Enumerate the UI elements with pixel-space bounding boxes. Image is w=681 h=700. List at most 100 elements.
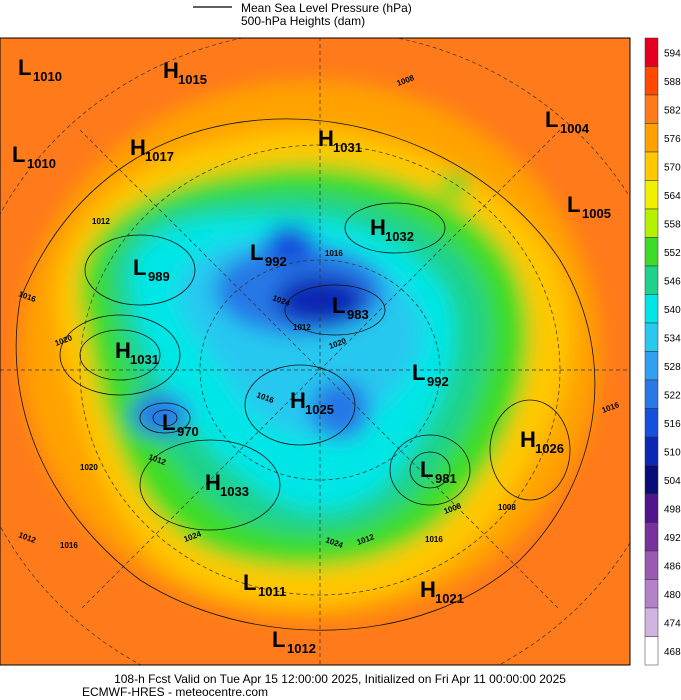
colorbar-label: 480 <box>664 590 681 601</box>
center-pressure: 1026 <box>535 441 564 456</box>
colorbar-box <box>644 294 659 324</box>
colorbar-box <box>644 208 659 238</box>
colorbar-box <box>644 522 659 552</box>
colorbar-box <box>644 579 659 609</box>
center-pressure: 1012 <box>287 641 316 656</box>
center-letter: L <box>18 55 31 80</box>
colorbar-label: 576 <box>664 134 681 145</box>
center-letter: H <box>520 427 536 452</box>
center-pressure: 1005 <box>582 206 611 221</box>
center-pressure: 1011 <box>258 584 286 599</box>
center-pressure: 1004 <box>560 121 590 136</box>
contour-label: 1012 <box>293 323 311 332</box>
center-letter: H <box>115 338 131 363</box>
colorbar-label: 486 <box>664 561 681 572</box>
center-pressure: 1025 <box>305 402 334 417</box>
colorbar-label: 522 <box>664 390 681 401</box>
center-letter: L <box>272 627 285 652</box>
colorbar-box <box>644 550 659 580</box>
center-letter: L <box>133 255 146 280</box>
contour-label: 1008 <box>498 503 516 512</box>
colorbar-label: 528 <box>664 362 681 373</box>
center-pressure: 1021 <box>435 591 464 606</box>
center-letter: H <box>205 470 221 495</box>
center-pressure: 1032 <box>385 229 414 244</box>
colorbar-label: 570 <box>664 162 681 173</box>
colorbar-label: 468 <box>664 647 681 658</box>
colorbar-box <box>644 636 659 666</box>
center-pressure: 1010 <box>27 156 56 171</box>
colorbar-label: 552 <box>664 248 681 259</box>
center-pressure: 983 <box>347 307 369 322</box>
colorbar-box <box>644 322 659 352</box>
colorbar-label: 498 <box>664 504 681 515</box>
center-letter: L <box>162 410 175 435</box>
center-letter: H <box>290 388 306 413</box>
center-letter: L <box>412 360 425 385</box>
colorbar-box <box>644 94 659 124</box>
colorbar-box <box>644 465 659 495</box>
center-pressure: 992 <box>427 374 449 389</box>
center-pressure: 1017 <box>145 149 174 164</box>
footer-valid: 108-h Fcst Valid on Tue Apr 15 12:00:00 … <box>114 672 566 686</box>
colorbar-box <box>644 37 659 67</box>
center-pressure: 1015 <box>178 72 207 87</box>
center-pressure: 1031 <box>130 352 159 367</box>
colorbar-box <box>644 493 659 523</box>
colorbar-box <box>644 123 659 153</box>
colorbar-label: 474 <box>664 618 681 629</box>
colorbar-label: 588 <box>664 77 681 88</box>
colorbar-label: 558 <box>664 219 681 230</box>
map-field <box>0 38 630 665</box>
colorbar-box <box>644 379 659 409</box>
center-letter: L <box>332 293 345 318</box>
colorbar-box <box>644 436 659 466</box>
colorbar-label: 546 <box>664 276 681 287</box>
contour-label: 1016 <box>60 541 78 550</box>
colorbar-label: 492 <box>664 533 681 544</box>
center-letter: L <box>420 457 433 482</box>
colorbar-box <box>644 237 659 267</box>
colorbar-label: 582 <box>664 105 681 116</box>
center-letter: H <box>130 135 146 160</box>
contour-label: 1012 <box>92 217 110 226</box>
center-pressure: 992 <box>265 254 287 269</box>
colorbar-label: 564 <box>664 191 681 202</box>
center-letter: L <box>243 570 256 595</box>
colorbar-box <box>644 607 659 637</box>
colorbar-box <box>644 408 659 438</box>
colorbar-box <box>644 66 659 96</box>
colorbar-label: 534 <box>664 333 681 344</box>
center-letter: H <box>163 58 179 83</box>
footer-source: ECMWF-HRES - meteocentre.com <box>82 685 268 699</box>
colorbar-box <box>644 151 659 181</box>
center-letter: H <box>420 577 436 602</box>
contour-label: 1016 <box>325 249 343 258</box>
center-pressure: 1010 <box>33 69 62 84</box>
center-letter: L <box>250 240 263 265</box>
center-letter: L <box>545 107 558 132</box>
colorbar-box <box>644 351 659 381</box>
colorbar-label: 510 <box>664 447 681 458</box>
colorbar-box <box>644 180 659 210</box>
center-pressure: 1033 <box>220 484 249 499</box>
center-letter: H <box>370 215 386 240</box>
center-pressure: 970 <box>177 424 199 439</box>
center-pressure: 989 <box>148 269 170 284</box>
legend-line-label: Mean Sea Level Pressure (hPa) <box>241 1 412 15</box>
colorbar-label: 540 <box>664 305 681 316</box>
center-pressure: 1031 <box>333 140 362 155</box>
colorbar-label: 504 <box>664 476 681 487</box>
center-letter: L <box>567 192 580 217</box>
colorbar-label: 516 <box>664 419 681 430</box>
colorbar-label: 594 <box>664 48 681 59</box>
contour-label: 1016 <box>425 535 443 544</box>
center-pressure: 981 <box>435 471 457 486</box>
legend-fill-label: 500-hPa Heights (dam) <box>241 14 365 28</box>
colorbar-box <box>644 265 659 295</box>
center-letter: L <box>12 142 25 167</box>
contour-label: 1020 <box>80 463 98 472</box>
center-letter: H <box>318 126 334 151</box>
